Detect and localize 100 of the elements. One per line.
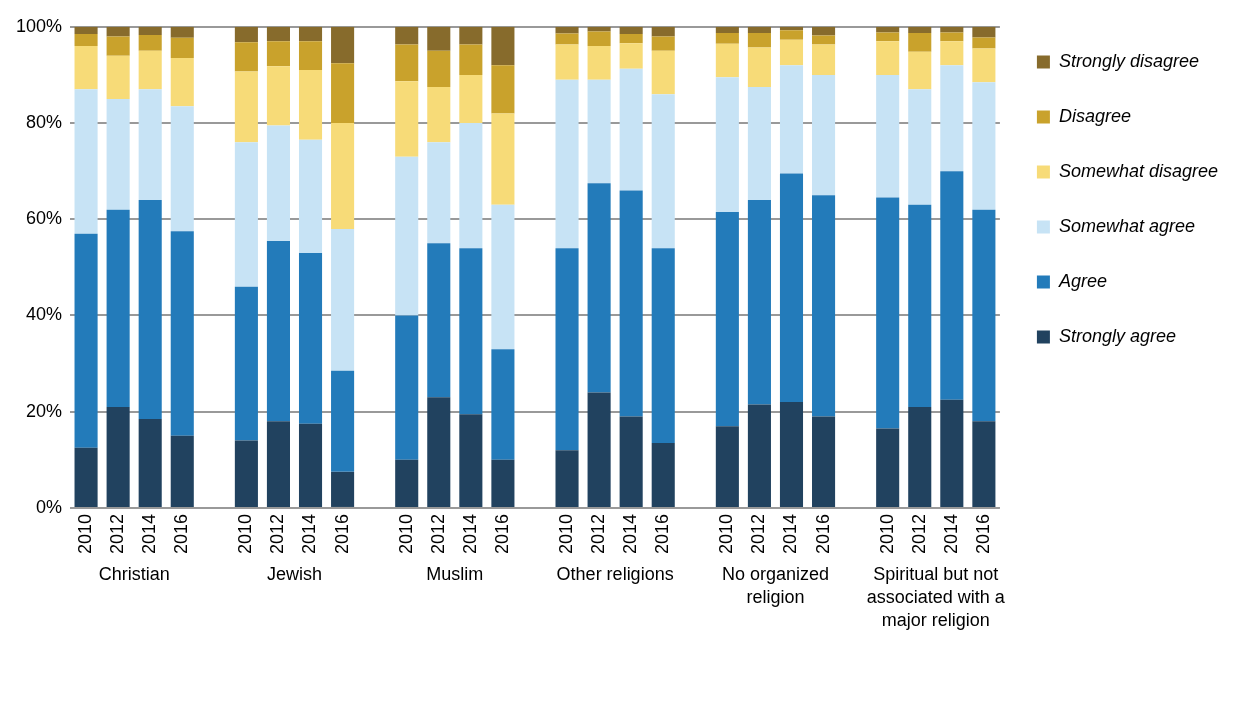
bar — [138, 89, 162, 201]
bar — [298, 139, 323, 253]
bar — [619, 68, 643, 191]
bar — [459, 123, 483, 249]
bar — [972, 48, 996, 83]
bar — [138, 50, 162, 90]
x-tick-label: 2014 — [620, 513, 641, 554]
bar — [331, 228, 355, 371]
bar — [715, 26, 739, 34]
x-tick-label: 2016 — [331, 513, 352, 554]
bar — [972, 421, 996, 507]
bar — [876, 428, 900, 507]
bar — [459, 26, 483, 45]
bar — [395, 44, 419, 82]
x-tick-label: 2010 — [716, 513, 737, 554]
bar — [747, 86, 771, 201]
bar — [427, 142, 451, 244]
x-tick-label: 2010 — [556, 513, 577, 554]
bar — [74, 233, 98, 448]
bar — [491, 65, 515, 114]
bar — [779, 39, 804, 66]
bar — [74, 34, 98, 47]
bar — [427, 26, 451, 51]
bar — [138, 200, 162, 419]
bar — [587, 46, 611, 80]
bar — [395, 459, 419, 507]
bar — [651, 443, 675, 507]
bar — [779, 402, 804, 507]
y-tick-label: 80% — [26, 112, 63, 132]
bar — [298, 70, 323, 140]
bar — [331, 370, 355, 472]
bar — [491, 204, 515, 350]
bar — [298, 41, 323, 71]
bar — [170, 26, 194, 38]
bar — [779, 173, 804, 403]
x-tick-label: 2014 — [139, 513, 160, 554]
bar — [234, 71, 258, 143]
bar — [459, 414, 483, 507]
bar — [747, 200, 771, 405]
bar — [715, 43, 739, 78]
bar — [395, 26, 419, 45]
bar — [395, 156, 419, 316]
bar — [170, 435, 194, 507]
bar — [170, 37, 194, 59]
x-tick-label: 2012 — [748, 513, 769, 554]
bar — [395, 315, 419, 460]
bar — [170, 106, 194, 232]
text: Spiritual but not associated with a major religion — [866, 563, 1006, 630]
bar — [74, 89, 98, 234]
bar — [74, 447, 98, 507]
x-tick-label: 2016 — [652, 513, 673, 554]
bar — [106, 26, 130, 37]
x-tick-label: 2016 — [972, 513, 993, 554]
bar — [812, 26, 836, 36]
bar — [427, 86, 451, 143]
bar — [747, 47, 771, 87]
bar — [555, 450, 579, 507]
bar — [331, 63, 355, 124]
bar — [619, 43, 643, 69]
bar — [234, 26, 258, 43]
bar — [812, 74, 836, 196]
bar — [459, 44, 483, 75]
x-tick-label: 2012 — [588, 513, 609, 554]
bar — [491, 113, 515, 205]
x-tick-label: 2012 — [107, 513, 128, 554]
bar — [170, 58, 194, 107]
bar — [908, 26, 932, 34]
x-tick-label: 2014 — [780, 513, 801, 554]
bar — [619, 26, 643, 35]
bar — [74, 26, 98, 35]
x-tick-label: 2010 — [75, 513, 96, 554]
bar — [972, 26, 996, 38]
bar — [331, 123, 355, 229]
bar — [234, 42, 258, 72]
bar — [587, 26, 611, 32]
text: No organized religion — [721, 563, 829, 607]
bar — [812, 195, 836, 417]
bar — [106, 209, 130, 407]
bar — [715, 33, 739, 44]
x-tick-label: 2010 — [395, 513, 416, 554]
bar — [587, 31, 611, 47]
bar — [876, 26, 900, 33]
legend-label: Agree — [1057, 271, 1107, 291]
bar — [715, 77, 739, 213]
bar — [234, 142, 258, 287]
x-tick-label: 2012 — [908, 513, 929, 554]
x-tick-label: 2014 — [940, 513, 961, 554]
y-tick-label: 60% — [26, 208, 63, 229]
bar — [491, 459, 515, 507]
bar — [459, 74, 483, 124]
bar — [651, 26, 675, 37]
bar — [747, 33, 771, 48]
bar — [908, 51, 932, 90]
x-tick-label: 2016 — [491, 513, 512, 554]
text: Jewish — [266, 563, 322, 584]
text: Muslim — [426, 563, 484, 584]
y-tick-label: 40% — [26, 304, 63, 325]
bar — [555, 79, 579, 249]
bar — [266, 41, 290, 67]
bar — [459, 248, 483, 415]
